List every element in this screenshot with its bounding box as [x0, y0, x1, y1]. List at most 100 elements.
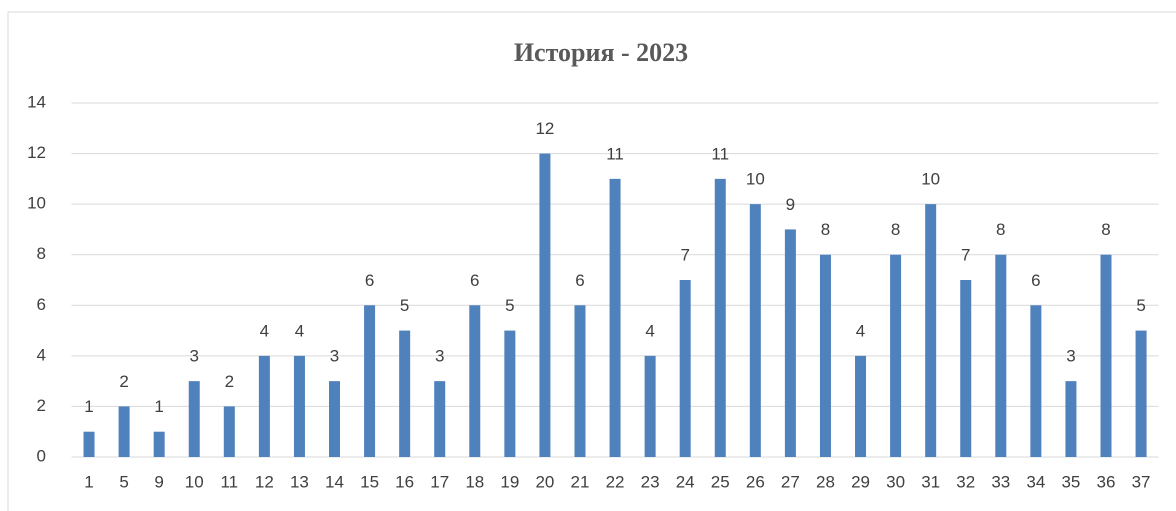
x-tick-label: 19 [500, 472, 519, 491]
x-tick-label: 16 [395, 472, 414, 491]
x-tick-label: 18 [465, 472, 484, 491]
chart-frame [7, 11, 1176, 511]
data-label: 8 [891, 220, 900, 239]
bar [399, 330, 411, 457]
bar [153, 431, 165, 457]
data-label: 6 [1031, 271, 1040, 290]
x-tick-label: 27 [781, 472, 800, 491]
data-label: 11 [606, 144, 624, 163]
data-label: 5 [400, 296, 409, 315]
data-label: 12 [535, 119, 554, 138]
data-label: 4 [856, 321, 865, 340]
bar [469, 305, 481, 457]
bar [188, 381, 200, 457]
data-label: 3 [1066, 347, 1075, 366]
x-tick-label: 17 [430, 472, 449, 491]
chart-title: История - 2023 [514, 38, 688, 67]
data-label: 6 [365, 271, 374, 290]
bar [855, 355, 867, 457]
bar [890, 254, 902, 457]
x-tick-label: 28 [816, 472, 835, 491]
x-tick-label: 23 [641, 472, 660, 491]
data-label: 3 [190, 347, 199, 366]
data-label: 11 [711, 144, 729, 163]
x-tick-label: 13 [290, 472, 309, 491]
data-label: 8 [996, 220, 1005, 239]
bar [293, 355, 305, 457]
y-tick-label: 4 [37, 345, 46, 364]
x-tick-label: 24 [676, 472, 695, 491]
bar [960, 280, 972, 457]
x-tick-label: 25 [711, 472, 730, 491]
data-label: 4 [260, 321, 269, 340]
bar [118, 406, 130, 457]
data-label: 1 [154, 397, 163, 416]
data-label: 10 [921, 170, 940, 189]
y-tick-label: 6 [37, 295, 46, 314]
y-tick-label: 0 [37, 446, 46, 465]
data-label: 3 [330, 347, 339, 366]
bar [223, 406, 235, 457]
bar [1030, 305, 1042, 457]
x-tick-label: 22 [606, 472, 625, 491]
x-tick-label: 31 [921, 472, 940, 491]
x-tick-label: 11 [220, 472, 238, 491]
x-tick-label: 34 [1026, 472, 1045, 491]
x-tick-label: 14 [325, 472, 344, 491]
data-label: 1 [84, 397, 93, 416]
x-tick-label: 12 [255, 472, 274, 491]
data-label: 9 [786, 195, 795, 214]
data-label: 2 [225, 372, 234, 391]
data-label: 7 [961, 245, 970, 264]
x-tick-label: 1 [84, 472, 93, 491]
data-label: 8 [1101, 220, 1110, 239]
data-label: 3 [435, 347, 444, 366]
x-tick-label: 10 [185, 472, 204, 491]
y-tick-label: 12 [27, 143, 46, 162]
y-tick-label: 10 [27, 194, 46, 213]
x-tick-label: 26 [746, 472, 765, 491]
bar [504, 330, 516, 457]
bar [679, 280, 691, 457]
bar [329, 381, 341, 457]
x-tick-label: 5 [119, 472, 128, 491]
bar [749, 204, 761, 457]
data-label: 7 [680, 245, 689, 264]
data-label: 5 [505, 296, 514, 315]
bar [1100, 254, 1112, 457]
bar [644, 355, 656, 457]
x-tick-label: 9 [154, 472, 163, 491]
bar [434, 381, 446, 457]
data-label: 2 [119, 372, 128, 391]
data-label: 4 [645, 321, 654, 340]
y-tick-label: 2 [37, 396, 46, 415]
data-label: 5 [1136, 296, 1145, 315]
bar [539, 153, 551, 458]
bar [574, 305, 586, 457]
data-label: 8 [821, 220, 830, 239]
x-tick-label: 36 [1097, 472, 1116, 491]
x-tick-label: 35 [1061, 472, 1080, 491]
bar [784, 229, 796, 457]
bar [925, 204, 937, 457]
bar [83, 431, 95, 457]
x-tick-label: 15 [360, 472, 379, 491]
y-tick-label: 8 [37, 244, 46, 263]
y-tick-label: 14 [27, 92, 46, 111]
x-tick-label: 37 [1132, 472, 1151, 491]
x-tick-label: 32 [956, 472, 975, 491]
data-label: 6 [575, 271, 584, 290]
x-tick-label: 20 [535, 472, 554, 491]
bar [995, 254, 1007, 457]
bar [714, 178, 726, 457]
x-tick-label: 21 [571, 472, 590, 491]
x-tick-label: 33 [991, 472, 1010, 491]
bar [1135, 330, 1147, 457]
data-label: 10 [746, 170, 765, 189]
x-tick-label: 30 [886, 472, 905, 491]
bar [609, 178, 621, 457]
bar [819, 254, 831, 457]
bar [258, 355, 270, 457]
